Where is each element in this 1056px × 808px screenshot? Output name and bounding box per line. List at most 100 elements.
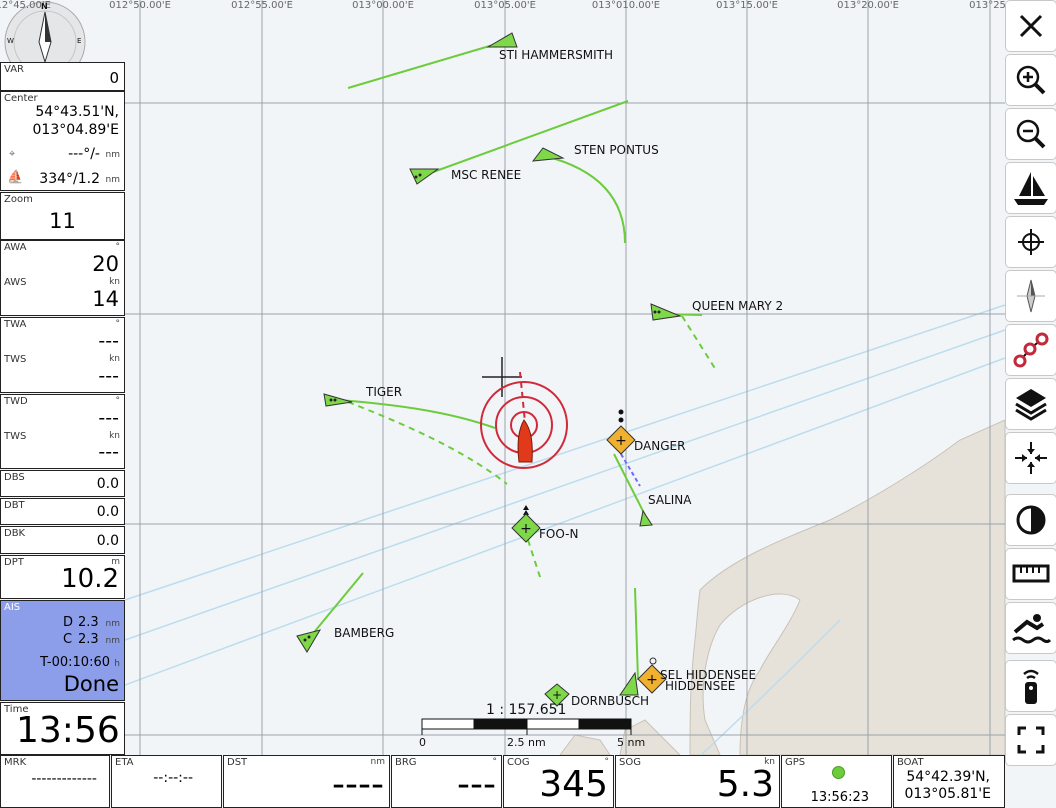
aton-foo-n[interactable]: + [511, 505, 541, 543]
fullscreen-button[interactable] [1006, 715, 1056, 765]
aton-label-dornbusch[interactable]: DORNBUSCH [571, 694, 650, 708]
eta-cell[interactable]: ETA --:--:-- [111, 755, 222, 808]
dbt-value: 0.0 [96, 504, 119, 520]
dst-cell[interactable]: DST nm ---- [223, 755, 390, 808]
boat-label: BOAT [897, 757, 924, 768]
route-icon [1013, 332, 1049, 368]
tws2-label: TWS [4, 431, 27, 442]
ais-d-unit: nm [105, 619, 120, 629]
ais-target-queen-mary-2 [650, 303, 682, 321]
vessel-label-msc-renee[interactable]: MSC RENEE [451, 168, 522, 182]
scale-ratio: 1 : 157.651 [486, 702, 567, 718]
center-brg-dst: ---°/- [68, 146, 100, 162]
dbs-panel[interactable]: DBS 0.0 [0, 470, 125, 497]
dst-value: ---- [332, 764, 384, 805]
lon-label-1: 012°45.00'E [0, 0, 51, 11]
zoom-out-icon [1016, 119, 1046, 149]
center-cog-sog: 334°/1.2 [39, 171, 100, 187]
boat-lat: 54°42.39'N, [906, 769, 990, 785]
aws-label: AWS [4, 277, 27, 288]
dpt-unit: m [111, 557, 120, 567]
crosshair-button[interactable] [1006, 217, 1056, 267]
zoom-value: 11 [49, 209, 76, 233]
mrk-label: MRK [4, 757, 27, 768]
ais-target-sten-pontus [531, 147, 565, 162]
true-wind-panel[interactable]: TWA ° --- TWS kn --- [0, 317, 125, 393]
zoom-panel[interactable]: Zoom 11 [0, 192, 125, 240]
center-panel[interactable]: Center 54°43.51'N, 013°04.89'E ⌖ ---°/- … [0, 91, 125, 191]
vessel-label-sti-hammersmith[interactable]: STI HAMMERSMITH [499, 48, 614, 62]
twd-label: TWD [4, 396, 28, 407]
gps-cell[interactable]: GPS 13:56:23 [781, 755, 892, 808]
ais-targets[interactable] [296, 32, 682, 696]
route-button[interactable] [1006, 325, 1056, 375]
lon-label-7: 013°15.00'E [716, 0, 778, 11]
measure-button[interactable] [1006, 549, 1056, 599]
aton-label-danger[interactable]: DANGER [634, 439, 686, 453]
aton-dornbusch[interactable]: + [544, 683, 570, 707]
zoom-out-button[interactable] [1006, 109, 1056, 159]
cog-label: COG [507, 757, 530, 768]
layers-icon [1015, 389, 1047, 421]
ais-vectors [305, 41, 717, 681]
boat-center-button[interactable] [1006, 163, 1056, 213]
cog-unit: ° [604, 757, 610, 767]
dst-unit: nm [370, 757, 385, 767]
vessel-label-salina[interactable]: SALINA [648, 493, 692, 507]
aton-label-hiddensee[interactable]: HIDDENSEE [665, 679, 736, 693]
compass-w: W [7, 37, 14, 45]
gps-time: 13:56:23 [810, 790, 869, 805]
sog-cell[interactable]: SOG kn 5.3 [615, 755, 780, 808]
dbt-panel[interactable]: DBT 0.0 [0, 498, 125, 525]
aws-unit: kn [109, 277, 120, 287]
center-lon: 013°04.89'E [32, 122, 120, 138]
ais-c-value: 2.3 [78, 632, 99, 647]
land-rugen [689, 419, 1006, 756]
aton-sel-hiddensee[interactable]: + [637, 657, 667, 694]
mrk-cell[interactable]: MRK ------------- [0, 755, 110, 808]
close-icon [1019, 14, 1043, 38]
crosshair-small-icon: ⌖ [9, 147, 16, 160]
center-view-button[interactable] [1006, 433, 1056, 483]
dpt-label: DPT [4, 557, 24, 568]
vessel-label-bamberg[interactable]: BAMBERG [334, 626, 395, 640]
vessel-label-sten-pontus[interactable]: STEN PONTUS [574, 143, 659, 157]
lon-label-5: 013°05.00'E [474, 0, 536, 11]
layers-button[interactable] [1006, 379, 1056, 429]
eta-label: ETA [115, 757, 134, 768]
mob-button[interactable] [1006, 603, 1056, 653]
close-button[interactable] [1006, 1, 1056, 51]
ais-panel[interactable]: AIS D 2.3 nm C 2.3 nm T-00:10:60 h Done [0, 600, 125, 701]
vessel-label-tiger[interactable]: TIGER [366, 385, 403, 399]
tws-value: --- [98, 365, 119, 387]
brg-cell[interactable]: BRG ° --- [391, 755, 502, 808]
remote-button[interactable] [1006, 661, 1056, 711]
vessel-label-queen-mary-2[interactable]: QUEEN MARY 2 [692, 299, 784, 313]
lon-label-3: 012°55.00'E [231, 0, 293, 11]
var-panel[interactable]: VAR 0 [0, 62, 125, 91]
scale-tick-0: 0 [419, 736, 426, 749]
ais-label: AIS [4, 602, 21, 613]
dbk-panel[interactable]: DBK 0.0 [0, 526, 125, 554]
dpt-panel[interactable]: DPT m 10.2 [0, 555, 125, 599]
cog-cell[interactable]: COG ° 345 [503, 755, 614, 808]
time-panel[interactable]: Time 13:56 [0, 702, 125, 755]
brg-label: BRG [395, 757, 417, 768]
aton-label-sel-hiddensee[interactable]: SEL HIDDENSEE [660, 668, 757, 682]
day-night-button[interactable] [1006, 495, 1056, 545]
dbs-value: 0.0 [96, 476, 119, 492]
sog-label: SOG [619, 757, 641, 768]
aton-label-foo-n[interactable]: FOO-N [539, 527, 579, 541]
ais-target-sti-hammersmith [486, 32, 518, 48]
apparent-wind-panel[interactable]: AWA ° 20 AWS kn 14 [0, 240, 125, 316]
ais-d-value: 2.3 [78, 615, 99, 630]
awa-unit: ° [115, 242, 121, 252]
aton-danger[interactable]: + [606, 409, 636, 455]
zoom-in-button[interactable] [1006, 55, 1056, 105]
svg-text:+: + [646, 672, 658, 688]
boat-position-cell[interactable]: BOAT 54°42.39'N, 013°05.81'E [893, 755, 1005, 808]
north-up-button[interactable] [1006, 271, 1056, 321]
true-wind-dir-panel[interactable]: TWD ° --- TWS kn --- [0, 394, 125, 469]
